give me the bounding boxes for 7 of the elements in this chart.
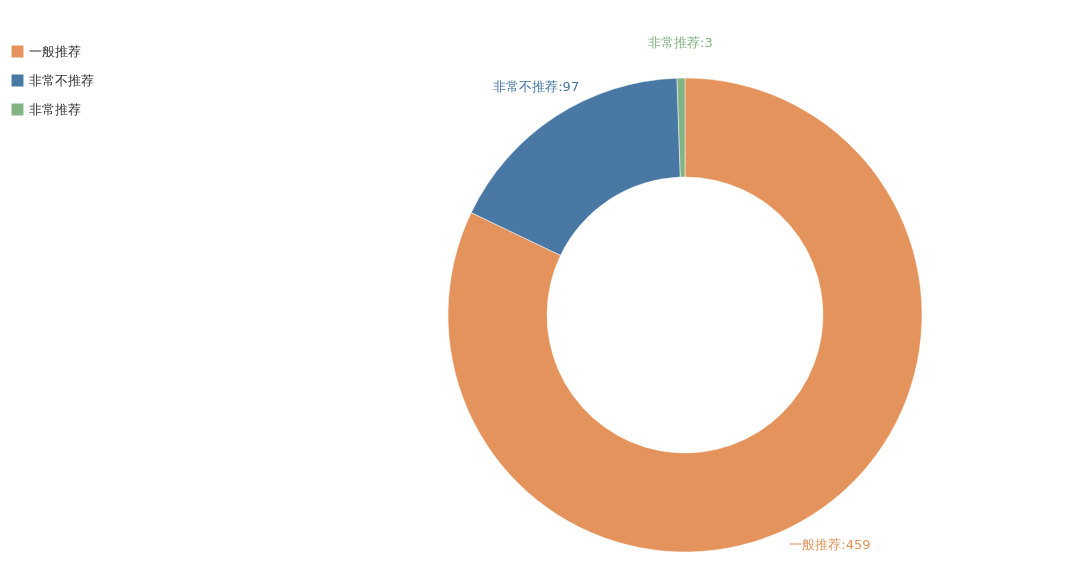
data-label: 非常推荐:3 — [648, 35, 713, 51]
legend-label: 非常推荐 — [29, 101, 81, 117]
data-label: 一般推荐:459 — [789, 537, 871, 553]
legend-label: 一般推荐 — [29, 43, 81, 59]
data-label: 非常不推荐:97 — [493, 79, 580, 95]
donut-slice — [448, 77, 923, 552]
legend-label: 非常不推荐 — [29, 72, 94, 88]
